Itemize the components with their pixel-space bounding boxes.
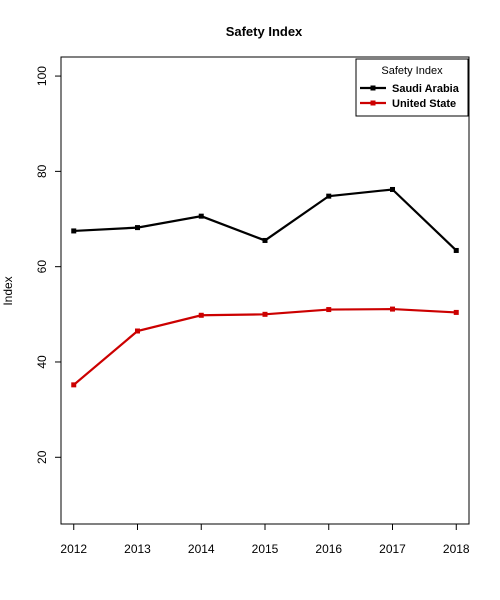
y-tick-label: 100: [35, 66, 49, 86]
legend-items: Saudi Arabia United State: [360, 83, 460, 110]
x-axis: 2012 2013 2014 2015 2016 2017 2018: [60, 524, 470, 556]
data-point: [453, 247, 459, 253]
data-point: [71, 382, 77, 388]
data-point: [262, 237, 268, 243]
y-tick-label: 40: [35, 355, 49, 369]
x-tick-label: 2018: [443, 542, 470, 556]
legend-swatch-marker: [370, 100, 376, 106]
legend-label: Saudi Arabia: [392, 83, 460, 95]
series-layer: [71, 186, 459, 388]
x-tick-label: 2013: [124, 542, 151, 556]
data-point: [390, 186, 395, 192]
data-point: [326, 193, 332, 199]
legend-title: Safety Index: [381, 65, 443, 77]
y-axis: 20 40 60 80 100: [35, 66, 61, 464]
x-tick-label: 2017: [379, 542, 406, 556]
x-tick-label: 2014: [188, 542, 215, 556]
data-point: [453, 309, 459, 315]
x-tick-label: 2016: [315, 542, 342, 556]
plot-frame: [60, 56, 470, 525]
data-point: [198, 213, 204, 219]
data-point: [262, 311, 268, 317]
data-point: [390, 306, 395, 312]
data-point: [198, 312, 204, 318]
y-tick-label: 20: [35, 450, 49, 464]
y-tick-label: 80: [35, 164, 49, 178]
series-line-1: [73, 307, 457, 386]
legend: Safety Index Saudi Arabia United State: [355, 58, 469, 117]
data-point: [135, 225, 140, 231]
legend-swatch-marker: [370, 85, 376, 91]
data-point: [326, 307, 332, 313]
x-tick-label: 2012: [60, 542, 87, 556]
y-axis-label: Index: [1, 276, 15, 305]
data-point: [71, 228, 77, 234]
legend-label: United State: [392, 98, 456, 110]
x-tick-label: 2015: [252, 542, 279, 556]
chart-title: Safety Index: [226, 24, 303, 39]
data-point: [135, 328, 140, 334]
y-tick-label: 60: [35, 260, 49, 274]
